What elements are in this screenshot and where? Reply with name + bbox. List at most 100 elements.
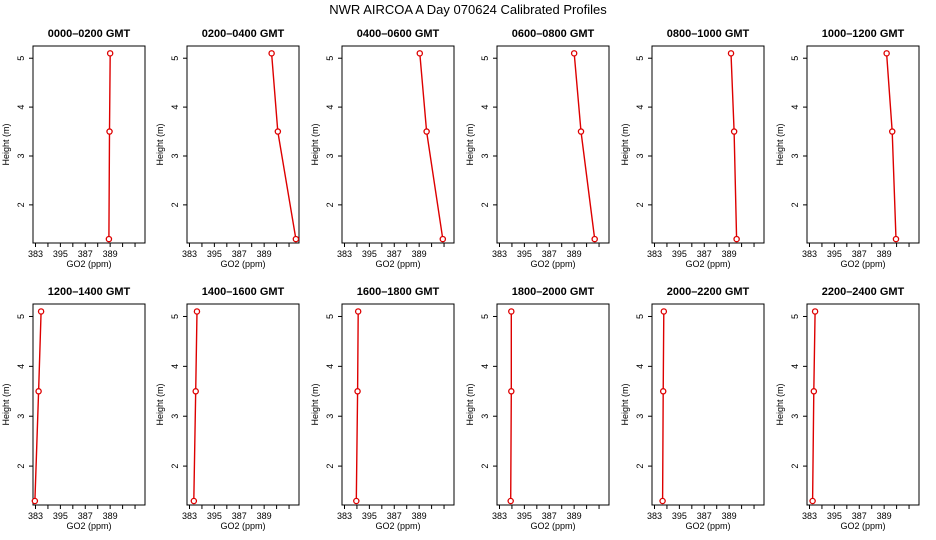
plot-frame — [32, 45, 146, 244]
panel-title: 1200–1400 GMT — [48, 286, 131, 298]
x-tick-label: 389 — [257, 249, 272, 259]
y-axis-label: Height (m) — [775, 383, 785, 425]
y-tick-label: 4 — [790, 364, 800, 369]
panel-title: 0000–0200 GMT — [48, 28, 131, 40]
x-axis-label: GO2 (ppm) — [66, 521, 111, 531]
data-point — [31, 497, 39, 505]
profile-panel-7: 1200–1400 GMT 383 395 387 389 2 3 4 5 GO2 (ppm) He… — [1, 286, 146, 531]
x-axis-label: GO2 (ppm) — [220, 521, 265, 531]
x-tick-label: 389 — [103, 511, 118, 521]
panel-title: 2000–2200 GMT — [667, 286, 750, 298]
x-tick-label: 387 — [387, 511, 402, 521]
data-point — [193, 308, 201, 315]
profile-panel-11: 2000–2200 GMT 383 395 387 389 2 3 4 5 GO2 (ppm) He… — [620, 286, 765, 531]
y-tick-label: 4 — [480, 364, 490, 369]
data-point — [883, 50, 890, 57]
x-tick-label: 389 — [412, 511, 427, 521]
data-point — [892, 235, 900, 243]
data-point — [35, 388, 42, 395]
y-tick-label: 4 — [635, 105, 645, 110]
y-tick-label: 4 — [16, 364, 26, 369]
panel-title: 1800–2000 GMT — [512, 286, 595, 298]
profile-panel-8: 1400–1600 GMT 383 395 387 389 2 3 4 5 GO2 (ppm) He… — [155, 286, 300, 531]
y-tick-label: 2 — [790, 464, 800, 469]
panel-grid: 0000–0200 GMT 383 395 387 389 2 3 4 5 GO2 (ppm) He… — [1, 28, 920, 531]
x-axis-label: GO2 (ppm) — [840, 259, 885, 269]
x-axis-label: GO2 (ppm) — [840, 521, 885, 531]
x-tick-label: 389 — [412, 249, 427, 259]
y-tick-label: 4 — [16, 105, 26, 110]
y-axis-label: Height (m) — [465, 383, 475, 425]
y-tick-label: 2 — [16, 202, 26, 207]
profile-line — [270, 53, 297, 240]
x-tick-label: 395 — [207, 249, 222, 259]
y-tick-label: 2 — [16, 464, 26, 469]
data-point — [292, 235, 300, 243]
y-tick-label: 3 — [170, 153, 180, 158]
panel-title: 1600–1800 GMT — [357, 286, 440, 298]
profile-line — [193, 311, 198, 502]
y-tick-label: 3 — [480, 414, 490, 419]
x-tick-label: 389 — [567, 511, 582, 521]
profile-line — [730, 53, 738, 240]
x-axis-label: GO2 (ppm) — [530, 521, 575, 531]
data-point — [591, 235, 598, 243]
x-tick-label: 383 — [337, 249, 352, 259]
x-tick-label: 395 — [517, 511, 532, 521]
x-tick-label: 389 — [103, 249, 118, 259]
x-tick-label: 387 — [697, 249, 712, 259]
x-tick-label: 395 — [362, 249, 377, 259]
y-axis-label: Height (m) — [1, 123, 11, 165]
data-point — [37, 308, 45, 315]
y-axis-label: Height (m) — [775, 123, 785, 165]
x-tick-label: 395 — [362, 511, 377, 521]
x-tick-label: 395 — [517, 249, 532, 259]
data-point — [190, 497, 198, 505]
y-tick-label: 5 — [170, 56, 180, 61]
profile-panel-5: 0800–1000 GMT 383 395 387 389 2 3 4 5 GO2 (ppm) He… — [620, 28, 765, 269]
data-point — [888, 128, 896, 135]
y-tick-label: 4 — [170, 105, 180, 110]
panel-title: 1000–1200 GMT — [822, 28, 905, 40]
x-tick-label: 387 — [852, 249, 867, 259]
data-point — [423, 128, 430, 135]
y-tick-label: 2 — [325, 202, 335, 207]
x-tick-label: 395 — [672, 511, 687, 521]
x-tick-label: 387 — [232, 249, 247, 259]
y-tick-label: 3 — [16, 414, 26, 419]
data-point — [811, 308, 819, 315]
y-tick-label: 4 — [480, 105, 490, 110]
y-tick-label: 5 — [635, 314, 645, 319]
y-tick-label: 4 — [790, 105, 800, 110]
y-tick-label: 3 — [16, 153, 26, 158]
profile-line — [34, 311, 42, 502]
x-tick-label: 383 — [647, 511, 662, 521]
data-point — [508, 308, 515, 315]
data-point — [508, 388, 515, 395]
data-point — [192, 388, 199, 395]
data-point — [727, 50, 735, 57]
y-axis-label: Height (m) — [465, 123, 475, 165]
x-tick-label: 387 — [852, 511, 867, 521]
data-point — [810, 388, 818, 395]
data-point — [659, 497, 666, 505]
profile-panel-1: 0000–0200 GMT 383 395 387 389 2 3 4 5 GO2 (ppm) He… — [1, 28, 146, 269]
profile-panel-10: 1800–2000 GMT 383 395 387 389 2 3 4 5 GO2 (ppm) He… — [465, 286, 610, 531]
panel-title: 0400–0600 GMT — [357, 28, 440, 40]
y-tick-label: 2 — [170, 202, 180, 207]
data-point — [354, 388, 361, 395]
x-tick-label: 383 — [647, 249, 662, 259]
x-tick-label: 389 — [877, 249, 892, 259]
plot-frame — [341, 303, 455, 506]
plot-frame — [496, 303, 610, 506]
data-point — [268, 50, 275, 57]
y-axis-label: Height (m) — [620, 123, 630, 165]
x-tick-label: 383 — [492, 511, 507, 521]
x-tick-label: 395 — [53, 511, 68, 521]
profile-line — [355, 311, 359, 502]
x-tick-label: 395 — [53, 249, 68, 259]
x-axis-label: GO2 (ppm) — [530, 259, 575, 269]
profile-panel-9: 1600–1800 GMT 383 395 387 389 2 3 4 5 GO2 (ppm) He… — [310, 286, 455, 531]
x-axis-label: GO2 (ppm) — [220, 259, 265, 269]
x-tick-label: 395 — [827, 249, 842, 259]
